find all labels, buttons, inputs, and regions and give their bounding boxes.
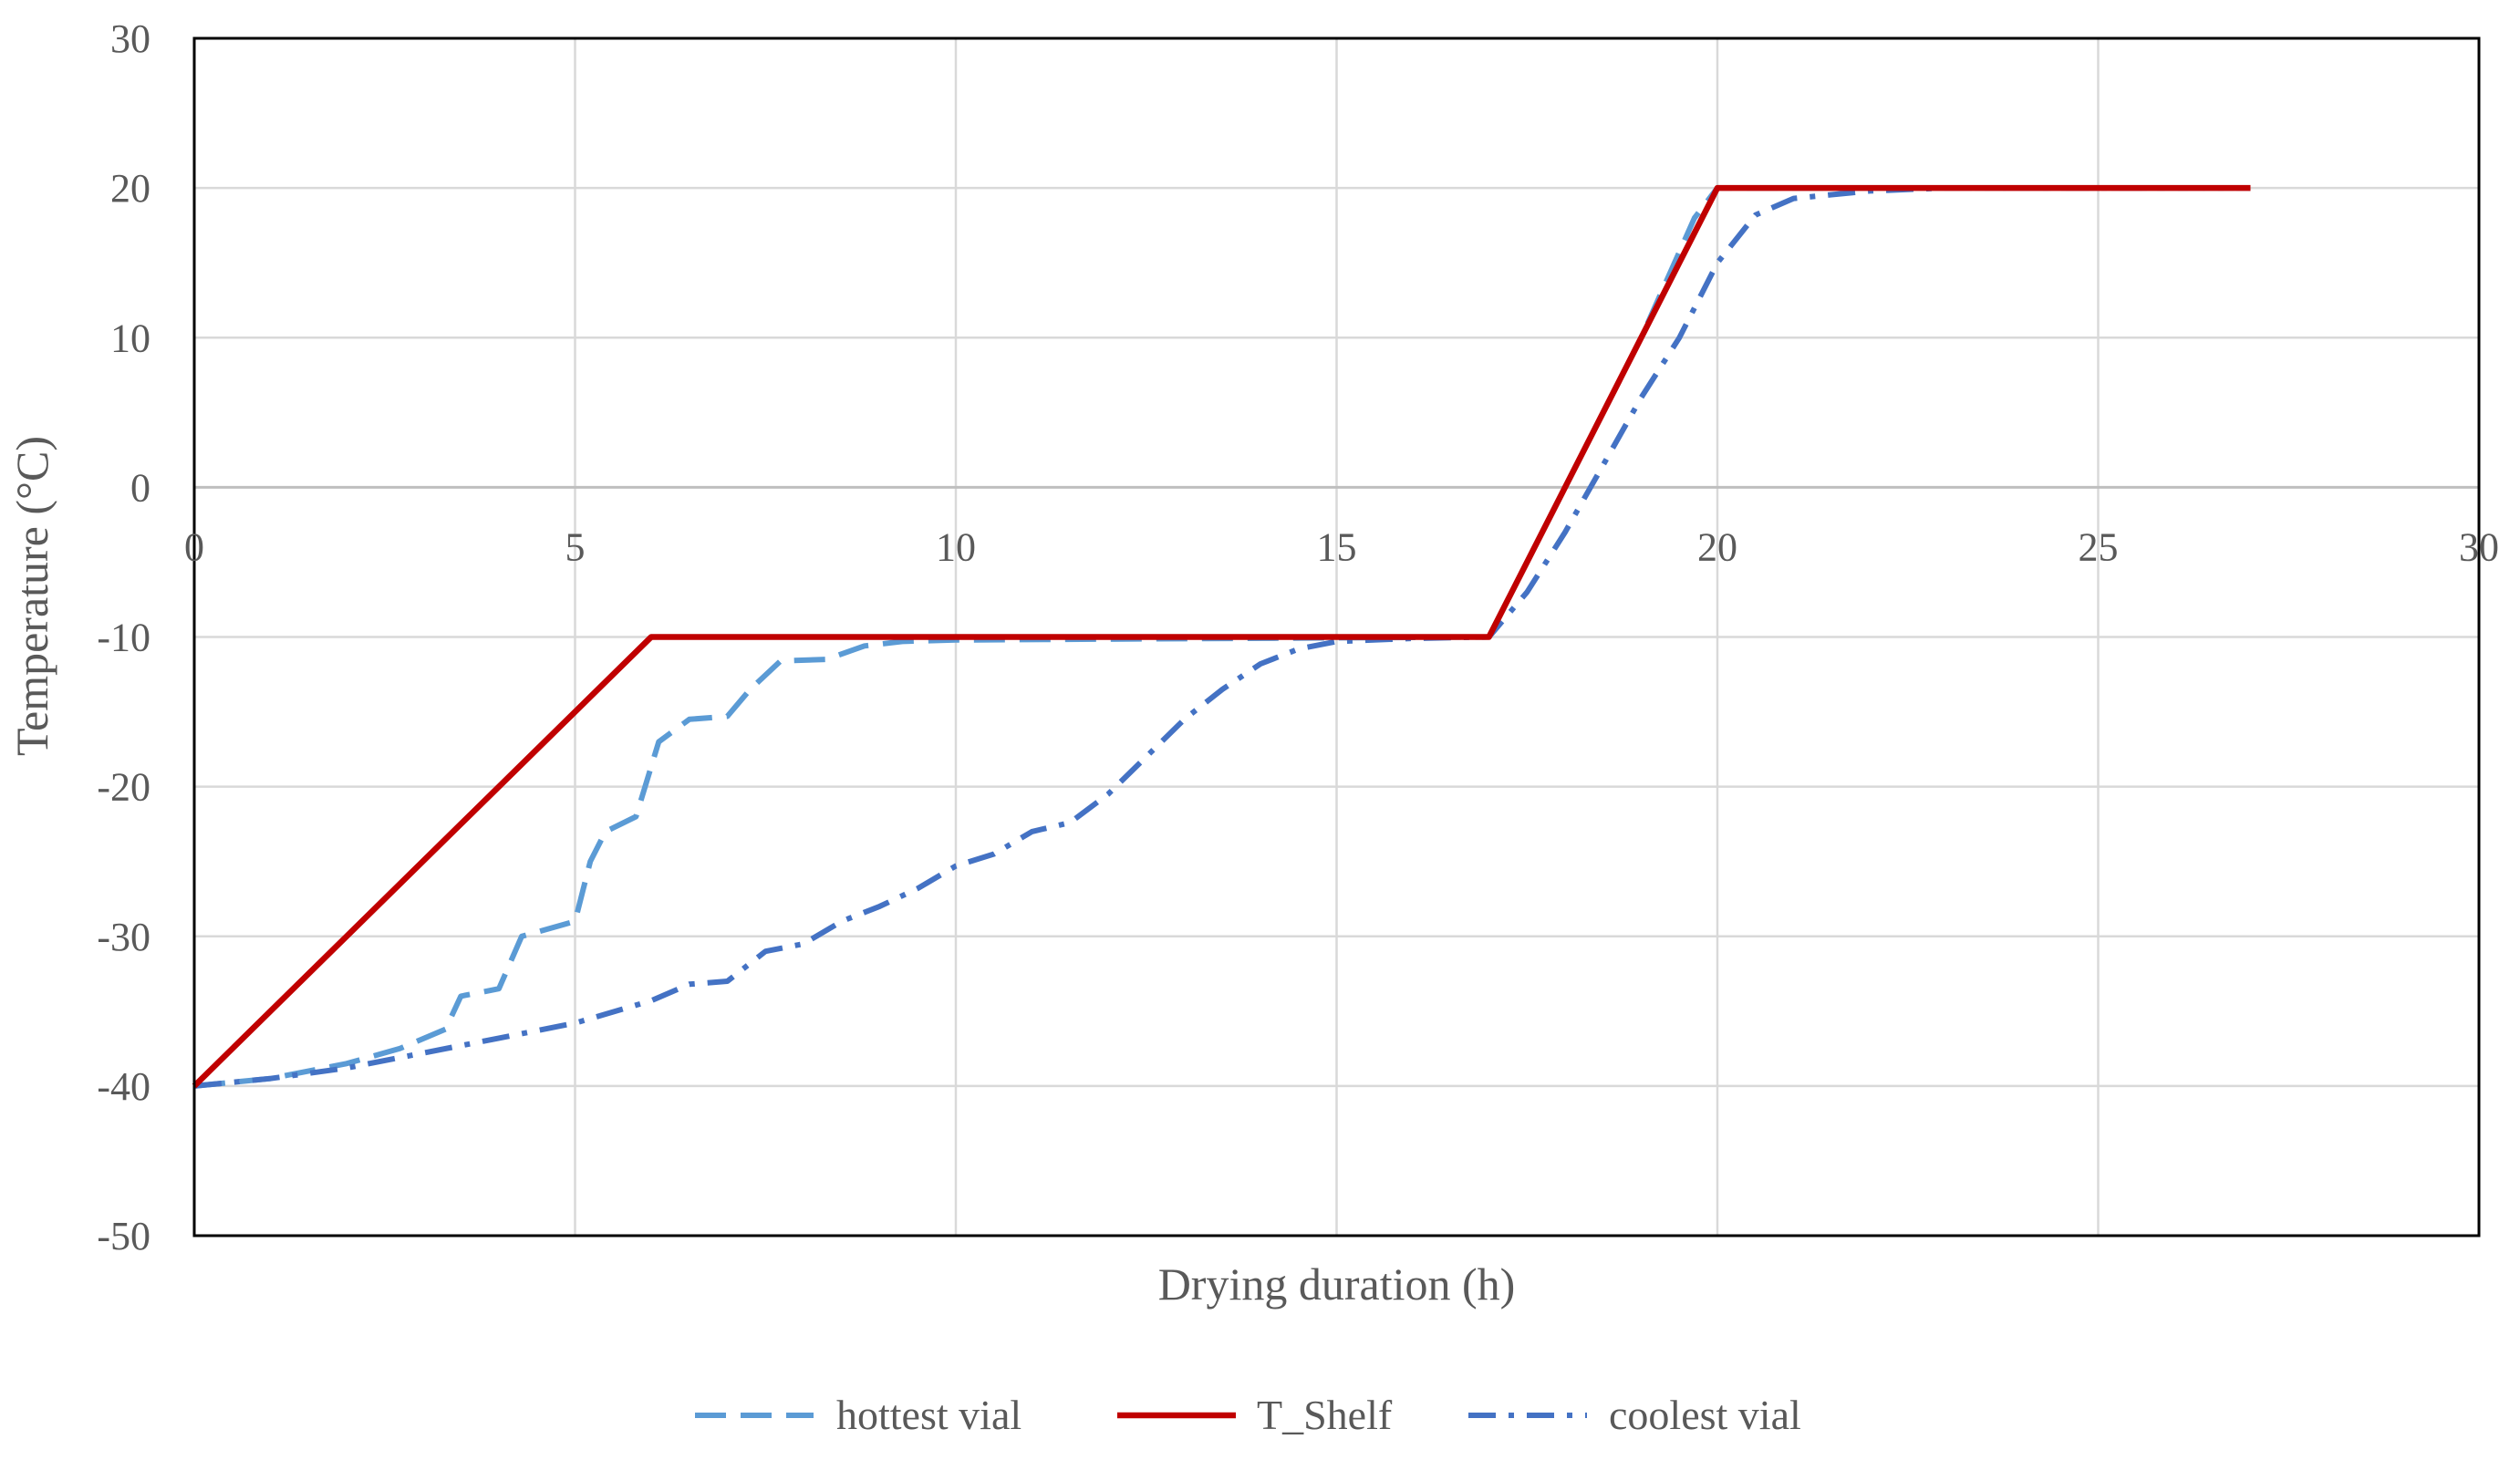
- x-tick-label: 30: [2459, 524, 2499, 569]
- series-line-hottest-vial: [193, 185, 2251, 1089]
- series-line-coolest-vial: [193, 185, 2251, 1089]
- series-lines: [192, 184, 2251, 1089]
- y-tick-label: -40: [97, 1064, 150, 1109]
- x-tick-label: 25: [2079, 524, 2119, 569]
- gridlines: [194, 38, 2479, 1236]
- x-tick-label: 10: [936, 524, 976, 569]
- plot-frame: [192, 36, 2481, 1237]
- legend-label: coolest vial: [1609, 1392, 1801, 1438]
- x-tick-label: 5: [565, 524, 586, 569]
- x-axis-title: Drying duration (h): [1158, 1258, 1516, 1310]
- y-tick-label: -20: [97, 765, 150, 810]
- series-line-t-shelf: [192, 184, 2251, 1089]
- legend-label: hottest vial: [836, 1392, 1021, 1438]
- legend-label: T_Shelf: [1257, 1392, 1393, 1438]
- legend: hottest vial T_Shelf coolest vial: [695, 1392, 1801, 1438]
- y-tick-label: 10: [110, 316, 150, 360]
- x-tick-labels: 0 5 10 15 20 25 30: [184, 524, 2499, 569]
- y-tick-label: -10: [97, 616, 150, 660]
- y-tick-label: 30: [110, 16, 150, 61]
- y-tick-label: -50: [97, 1214, 150, 1258]
- x-tick-label: 15: [1317, 524, 1357, 569]
- y-tick-label: 0: [130, 465, 150, 510]
- plot-border: [192, 36, 2481, 1237]
- y-axis-title: Temperature (°C): [6, 436, 57, 756]
- x-tick-label: 20: [1697, 524, 1737, 569]
- x-tick-label: 0: [184, 524, 204, 569]
- y-tick-label: 20: [110, 166, 150, 211]
- y-tick-labels: 30 20 10 0 -10 -20 -30 -40 -50: [97, 16, 150, 1258]
- y-tick-label: -30: [97, 915, 150, 959]
